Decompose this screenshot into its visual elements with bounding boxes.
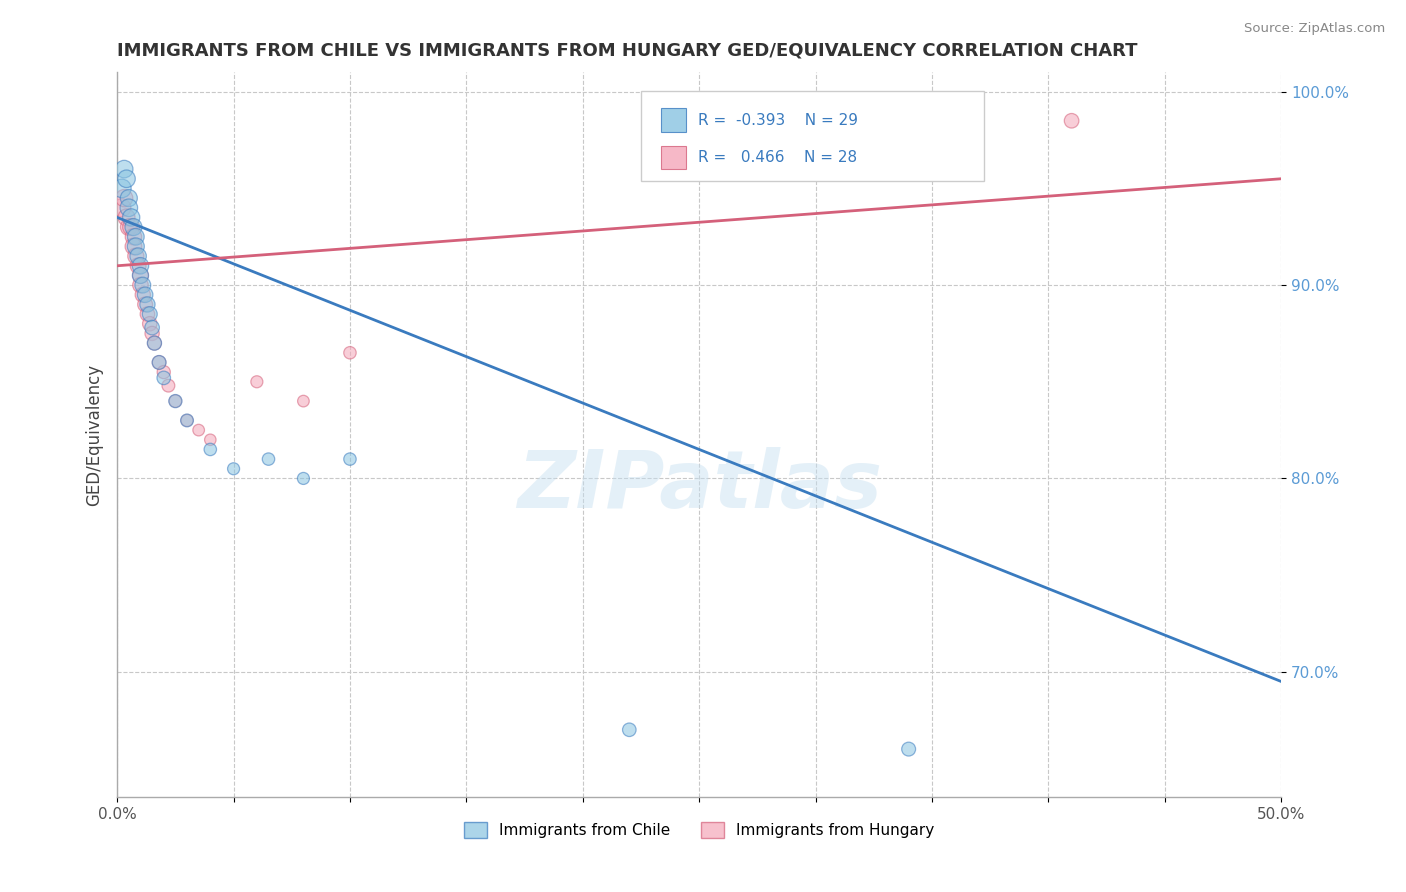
Point bbox=[122, 220, 145, 235]
Point bbox=[129, 268, 152, 283]
Point bbox=[127, 259, 149, 273]
Point bbox=[136, 297, 159, 311]
Text: Source: ZipAtlas.com: Source: ZipAtlas.com bbox=[1244, 22, 1385, 36]
Point bbox=[157, 378, 180, 392]
Point bbox=[1060, 113, 1083, 128]
Point bbox=[118, 201, 141, 215]
FancyBboxPatch shape bbox=[661, 109, 686, 132]
Point bbox=[339, 452, 361, 467]
Point bbox=[165, 394, 187, 409]
Point bbox=[141, 320, 163, 334]
Point bbox=[619, 723, 641, 737]
Text: ZIPatlas: ZIPatlas bbox=[516, 447, 882, 524]
Point bbox=[222, 462, 245, 476]
Point bbox=[125, 229, 148, 244]
Point bbox=[132, 278, 155, 293]
Point bbox=[122, 239, 145, 253]
Point bbox=[132, 287, 155, 301]
Point bbox=[125, 249, 148, 263]
Point bbox=[148, 355, 170, 369]
Point bbox=[257, 452, 280, 467]
Point bbox=[152, 365, 174, 379]
Point bbox=[200, 442, 222, 457]
Point bbox=[187, 423, 209, 437]
Point bbox=[176, 413, 198, 427]
Point bbox=[115, 211, 138, 225]
Point bbox=[127, 249, 149, 263]
Point bbox=[112, 191, 135, 205]
Point bbox=[125, 239, 148, 253]
Point bbox=[200, 433, 222, 447]
Point bbox=[122, 229, 145, 244]
Point bbox=[120, 220, 142, 235]
Point bbox=[292, 394, 315, 409]
Point bbox=[141, 326, 163, 341]
Y-axis label: GED/Equivalency: GED/Equivalency bbox=[86, 364, 103, 506]
Point bbox=[134, 287, 156, 301]
FancyBboxPatch shape bbox=[641, 91, 984, 181]
Text: R =  -0.393    N = 29: R = -0.393 N = 29 bbox=[697, 112, 858, 128]
Point bbox=[143, 336, 166, 351]
Point bbox=[139, 307, 162, 321]
Point bbox=[129, 268, 152, 283]
Point bbox=[118, 220, 141, 235]
Point bbox=[111, 201, 134, 215]
Point bbox=[118, 191, 141, 205]
Point bbox=[112, 162, 135, 177]
Text: IMMIGRANTS FROM CHILE VS IMMIGRANTS FROM HUNGARY GED/EQUIVALENCY CORRELATION CHA: IMMIGRANTS FROM CHILE VS IMMIGRANTS FROM… bbox=[117, 42, 1137, 60]
Point bbox=[129, 278, 152, 293]
Point bbox=[148, 355, 170, 369]
Point bbox=[134, 297, 156, 311]
Point bbox=[152, 371, 174, 385]
Point bbox=[129, 259, 152, 273]
Point bbox=[111, 181, 134, 195]
Point bbox=[246, 375, 269, 389]
Legend: Immigrants from Chile, Immigrants from Hungary: Immigrants from Chile, Immigrants from H… bbox=[458, 816, 941, 844]
Point bbox=[115, 171, 138, 186]
Text: R =   0.466    N = 28: R = 0.466 N = 28 bbox=[697, 150, 858, 165]
Point bbox=[292, 471, 315, 485]
Point bbox=[176, 413, 198, 427]
Point bbox=[120, 211, 142, 225]
Point bbox=[339, 345, 361, 359]
FancyBboxPatch shape bbox=[661, 146, 686, 169]
Point bbox=[136, 307, 159, 321]
Point bbox=[165, 394, 187, 409]
Point bbox=[897, 742, 920, 756]
Point bbox=[139, 317, 162, 331]
Point bbox=[143, 336, 166, 351]
